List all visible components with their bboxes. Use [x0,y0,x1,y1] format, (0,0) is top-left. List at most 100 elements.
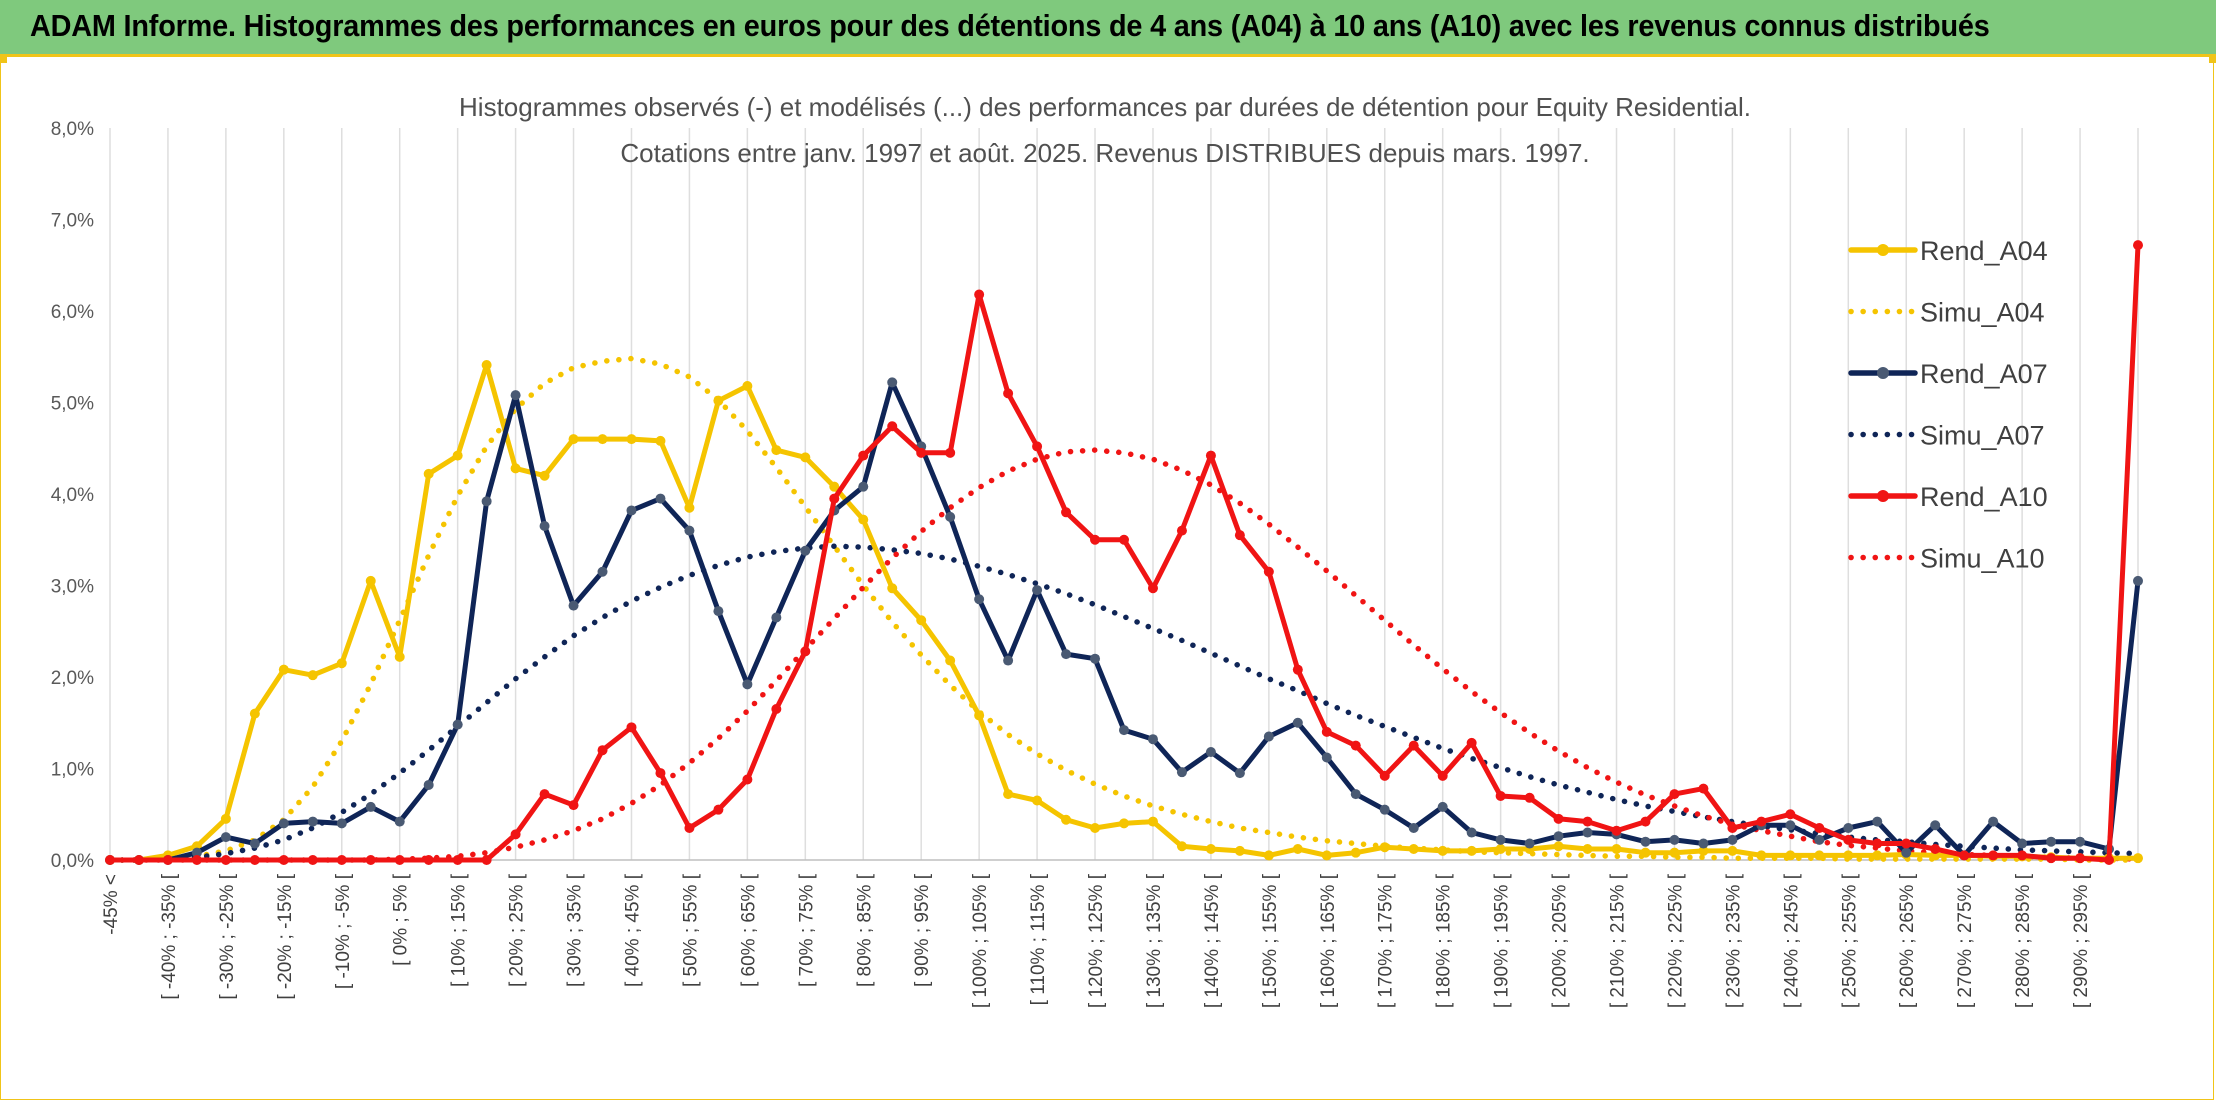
data-point [2046,836,2057,847]
data-point [1176,525,1187,536]
data-point [2133,240,2143,251]
x-tick-label: [ 100% ; 105% [ [970,873,991,1008]
y-tick-label: 6,0% [51,302,94,323]
data-point [249,855,260,865]
data-point [1437,801,1448,812]
series-Simu_A07 [107,543,2141,863]
data-point [539,789,550,800]
data-point [974,594,985,605]
x-tick-label: [ 190% ; 195% [ [1492,873,1513,1008]
data-point [1727,845,1738,856]
data-point [945,511,956,522]
series-lines [105,240,2143,865]
data-point [539,521,550,532]
data-point [742,381,753,392]
data-point [916,615,927,626]
series-line-Rend_A07 [107,379,2141,863]
x-tick-label: [ 290% ; 295% [ [2071,873,2092,1008]
legend-item-Rend_A10: Rend_A10 [1848,482,2048,512]
data-point [655,435,666,446]
data-point [684,525,695,536]
data-point [278,855,289,865]
x-tick-label: [ -20% ; -15% [ [275,873,296,999]
legend-item-Simu_A07: Simu_A07 [1848,421,2045,451]
data-point [336,658,347,669]
data-point [568,600,579,611]
data-point [887,583,898,594]
data-point [1640,816,1651,827]
data-point [1698,845,1709,856]
data-point [887,377,898,388]
data-point [800,545,811,556]
data-point [1437,845,1448,856]
data-point [1263,731,1274,742]
data-point [829,481,840,492]
x-tick-label: [ 260% ; 265% [ [1897,873,1918,1008]
x-tick-label: [ 0% ; 5% [ [391,873,412,966]
x-tick-label: [ 80% ; 85% [ [854,873,875,987]
data-point [1814,822,1825,833]
y-tick-label: 7,0% [51,211,94,232]
data-point [1176,767,1187,778]
data-point [1872,816,1883,827]
series-line-Simu_A07 [107,543,2141,863]
data-point [452,450,463,461]
report-banner: ADAM Informe. Histogrammes des performan… [0,0,2216,56]
data-point [568,800,579,811]
data-point [191,847,202,858]
x-tick-label: [ 170% ; 175% [ [1376,873,1397,1008]
x-tick-label: [ 90% ; 95% [ [912,873,933,987]
x-tick-label: [ 140% ; 145% [ [1202,873,1223,1008]
data-point [1263,566,1274,577]
data-point [1061,814,1072,825]
data-point [1756,816,1767,827]
data-point [1090,653,1101,664]
data-point [1263,850,1274,861]
data-point [626,505,637,516]
data-point [568,434,579,445]
data-point [771,704,782,715]
x-tick-label: [ 10% ; 15% [ [449,873,470,987]
data-point [771,612,782,623]
data-point [1292,664,1303,675]
data-point [336,818,347,829]
data-point [1495,790,1506,801]
data-point [307,670,318,681]
data-point [858,450,869,461]
data-point [510,390,521,401]
chart-title: Histogrammes observés (-) et modélisés (… [459,92,1751,122]
grid-lines [109,128,2139,860]
y-tick-label: 0,0% [51,851,94,872]
data-point [1408,822,1419,833]
data-point [684,822,695,833]
data-point [1408,844,1419,855]
data-point [220,813,231,824]
data-point [2075,853,2086,864]
legend-label: Simu_A10 [1920,544,2045,574]
series-Rend_A04 [105,359,2143,865]
data-point [1640,836,1651,847]
data-point [162,855,173,865]
data-point [1901,847,1912,858]
data-point [1669,789,1680,800]
report-title: ADAM Informe. Histogrammes des performan… [30,8,1990,43]
data-point [887,421,898,432]
data-point [1466,737,1477,748]
data-point [1785,820,1796,831]
data-point [713,606,724,617]
data-point [423,855,434,865]
legend-label: Rend_A07 [1920,359,2048,389]
data-point [597,566,608,577]
data-point [2104,855,2115,865]
data-point [1582,827,1593,838]
x-tick-label: [ 130% ; 135% [ [1144,873,1165,1008]
data-point [858,481,869,492]
data-point [1495,844,1506,855]
x-tick-label: -45% < [101,874,122,935]
legend-label: Simu_A04 [1920,298,2045,328]
data-point [1814,850,1825,861]
data-point [1698,838,1709,849]
data-point [916,447,927,458]
data-point [1147,816,1158,827]
